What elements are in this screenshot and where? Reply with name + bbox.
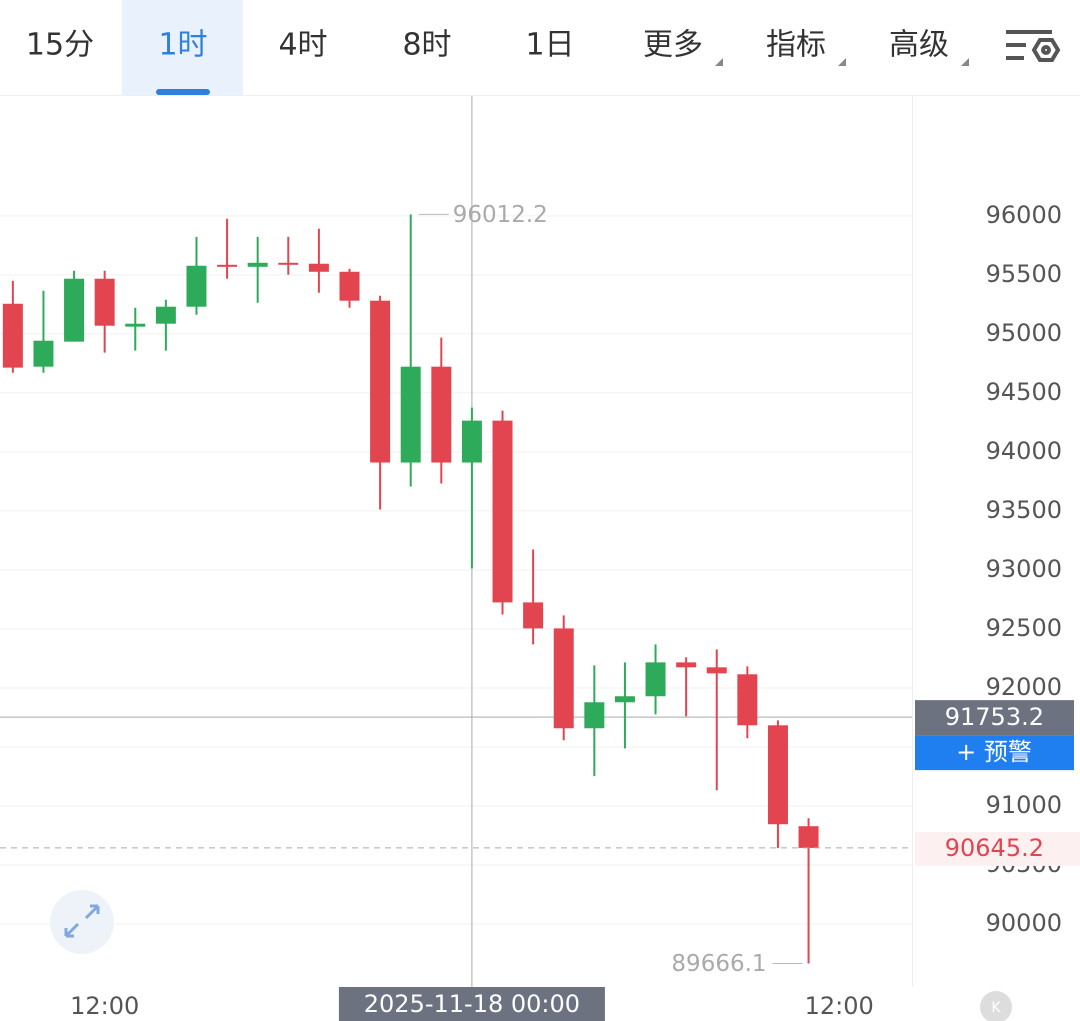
active-tab-bg [122,0,243,95]
y-tick-label: 90000 [986,909,1062,937]
candle-body [676,662,697,668]
candle-body [614,696,635,703]
x-tick-label: 12:00 [70,992,139,1020]
y-tick-label: 92000 [986,673,1062,701]
candle-body [737,674,758,726]
min-label: 89666.1 [671,951,766,977]
y-tick-label: 96000 [986,201,1062,229]
candle-body [767,725,788,825]
tab[interactable]: 15分 [26,28,94,63]
tab[interactable]: 4时 [278,28,327,63]
candle-body [706,667,727,674]
candle-body [339,271,360,301]
settings-icon[interactable] [1006,30,1061,62]
candle-body [64,278,85,342]
menu[interactable]: 高级 [889,28,949,63]
candle-body [553,628,574,729]
y-tick-label: 92500 [986,614,1062,642]
candle-body [431,366,452,463]
active-tab-indicator [156,89,210,95]
icon-hex [1031,38,1061,62]
y-tick-label: 95000 [986,319,1062,347]
menu[interactable]: 更多 [643,28,703,63]
candle-body [370,300,391,463]
candle-body [125,323,146,327]
tab[interactable]: 8时 [402,28,451,63]
y-tick-label: 93000 [986,555,1062,583]
candle-body [523,602,544,629]
y-tick-label: 91000 [986,791,1062,819]
expand-button[interactable] [50,890,114,954]
y-tick-label: 93500 [986,496,1062,524]
k-button-label: K [991,1000,1001,1016]
k-button[interactable] [980,991,1012,1021]
max-label: 96012.2 [453,202,548,228]
candle-body [186,265,207,307]
candle-body [400,366,421,463]
crosshair-y-label: 91753.2 [945,703,1044,731]
y-tick-label: 94500 [986,378,1062,406]
candle-body [461,420,482,463]
menu-caret [961,58,969,66]
chart: 9000090500910009150092000925009300093500… [0,96,1080,1021]
tab[interactable]: 1日 [525,28,574,63]
candle-body [798,826,819,848]
candle-body [33,340,54,367]
alert-button[interactable]: + 预警 [956,738,1032,766]
candle-body [155,306,176,324]
candle-body [2,303,23,368]
candle-body [247,262,268,267]
icon-dot [1041,45,1051,55]
crosshair-x-label: 2025-11-18 00:00 [364,990,580,1018]
tab[interactable]: 1时 [158,28,207,63]
candle-body [645,662,666,697]
menu-caret [715,58,723,66]
crosshair-x-badge [338,987,605,1021]
y-tick-label: 94000 [986,437,1062,465]
crosshair-y-badge [915,700,1074,736]
expand-icon [64,904,100,938]
last-price-badge [915,831,1080,866]
candle-body [278,262,299,265]
menu-caret [838,58,846,66]
y-tick-label: 95500 [986,260,1062,288]
candle-body [308,263,329,272]
menu[interactable]: 指标 [766,28,826,63]
candle-body [217,264,238,267]
candle-body [584,702,605,729]
alert-button-bg[interactable] [915,735,1074,771]
candle-body [94,278,115,326]
candle-body [492,420,513,603]
last-price-label: 90645.2 [945,834,1044,862]
x-tick-label: 12:00 [805,992,874,1020]
